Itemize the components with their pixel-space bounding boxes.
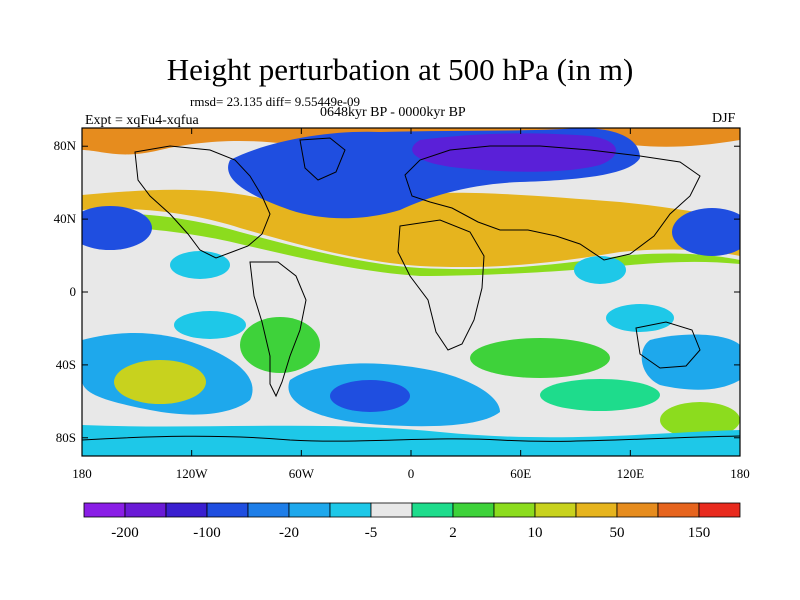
colorbar-label: 150 xyxy=(688,525,711,541)
south-pacific-high xyxy=(114,360,206,404)
colorbar-swatch xyxy=(452,502,495,518)
lon-tick-label: 120E xyxy=(617,466,645,481)
lat-tick-label: 0 xyxy=(70,284,77,299)
colorbar: -200 -100 -20 -5 2 10 50 150 xyxy=(83,502,741,541)
lat-tick-label: 80N xyxy=(54,138,77,153)
colorbar-swatch xyxy=(493,502,536,518)
coastline-6 xyxy=(82,435,740,442)
lon-tick-label: 60W xyxy=(289,466,315,481)
chart-title: Height perturbation at 500 hPa (in m) xyxy=(166,52,634,87)
tropical-patch-d xyxy=(174,311,246,339)
experiment-label: Expt = xqFu4-xqfua xyxy=(85,113,199,128)
colorbar-swatch xyxy=(83,502,126,518)
colorbar-label: 10 xyxy=(528,525,543,541)
stats-label: rmsd= 23.135 diff= 9.55449e-09 xyxy=(190,94,361,109)
south-atlantic-low-core xyxy=(330,380,410,412)
southwest-pacific-low xyxy=(641,334,740,390)
tropical-patch-b xyxy=(574,256,626,284)
colorbar-swatch xyxy=(657,502,700,518)
coastline-3 xyxy=(404,145,701,261)
south-america-high xyxy=(240,317,320,373)
north-pacific-low-east xyxy=(672,208,740,256)
north-pacific-low-west xyxy=(82,206,152,250)
southern-indian-high xyxy=(540,379,660,411)
coastline-5 xyxy=(635,321,701,369)
colorbar-swatch xyxy=(124,502,167,518)
colorbar-swatch xyxy=(206,502,249,518)
colorbar-swatch xyxy=(575,502,618,518)
period-label: 0648kyr BP - 0000kyr BP xyxy=(320,105,466,120)
northern-positive-band xyxy=(82,189,740,268)
coastlines xyxy=(82,137,740,442)
colorbar-swatch xyxy=(616,502,659,518)
colorbar-label: -5 xyxy=(365,525,378,541)
colorbar-swatch xyxy=(288,502,331,518)
lon-tick-label: 120W xyxy=(176,466,209,481)
lon-tick-label: 180 xyxy=(72,466,92,481)
lon-tick-label: 180 xyxy=(730,466,750,481)
lat-tick-label: 80S xyxy=(56,430,76,445)
colorbar-label: 50 xyxy=(610,525,625,541)
colorbar-label: -20 xyxy=(279,525,299,541)
tropical-patch-c xyxy=(606,304,674,332)
lon-tick-label: 60E xyxy=(510,466,531,481)
colorbar-swatch xyxy=(534,502,577,518)
height-perturbation-field xyxy=(82,128,740,456)
map-axes: 80N 40N 0 40S 80S 180 120W 60W 0 60E 120E 180 xyxy=(54,128,750,481)
indian-ocean-high xyxy=(470,338,610,378)
colorbar-label: 2 xyxy=(449,525,457,541)
eurasian-trough-core xyxy=(412,133,617,172)
colorbar-swatch xyxy=(411,502,454,518)
coastline-4 xyxy=(397,219,485,351)
colorbar-label: -200 xyxy=(111,525,139,541)
colorbar-swatch xyxy=(698,502,741,518)
lon-tick-label: 0 xyxy=(408,466,415,481)
colorbar-swatch xyxy=(247,502,290,518)
lat-tick-label: 40N xyxy=(54,211,77,226)
colorbar-swatch xyxy=(329,502,372,518)
tropical-patch-a xyxy=(170,251,230,279)
colorbar-swatch xyxy=(370,502,413,518)
lat-tick-label: 40S xyxy=(56,357,76,372)
coastline-1 xyxy=(299,137,346,181)
coastline-0 xyxy=(134,145,271,259)
season-label: DJF xyxy=(712,111,736,126)
coastline-2 xyxy=(249,261,307,398)
colorbar-swatch xyxy=(165,502,208,518)
antarctic-band xyxy=(82,425,740,456)
colorbar-label: -100 xyxy=(193,525,221,541)
southwest-pacific-high xyxy=(660,402,740,438)
